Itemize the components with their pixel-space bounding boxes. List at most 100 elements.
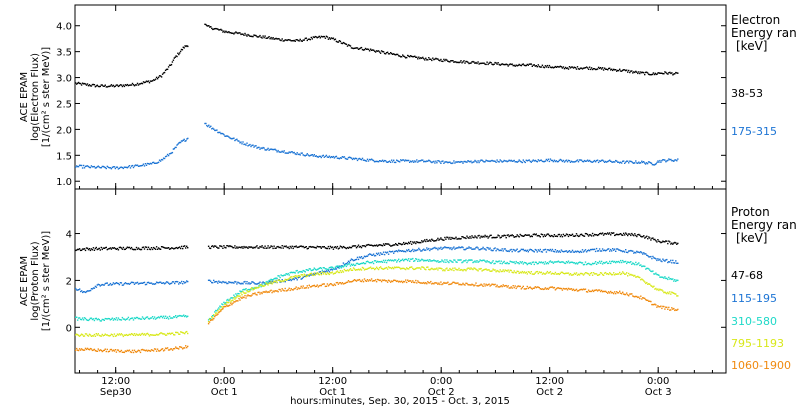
proton-data-point bbox=[131, 248, 134, 250]
proton-data-point bbox=[317, 286, 319, 288]
proton-data-point bbox=[559, 235, 562, 238]
proton-data-point bbox=[412, 248, 414, 251]
electron-data-point bbox=[433, 58, 435, 61]
electron-data-point bbox=[385, 161, 388, 163]
proton-data-point bbox=[538, 261, 540, 263]
electron-data-point bbox=[77, 81, 80, 84]
proton-data-point bbox=[609, 272, 611, 274]
proton-data-point bbox=[447, 281, 449, 283]
proton-data-point bbox=[438, 261, 440, 263]
electron-data-point bbox=[367, 160, 370, 162]
proton-data-point bbox=[458, 259, 460, 261]
proton-data-point bbox=[482, 235, 484, 238]
proton-data-point bbox=[227, 282, 229, 285]
electron-data-point bbox=[465, 60, 467, 63]
electron-data-point bbox=[428, 159, 430, 161]
proton-data-point bbox=[337, 248, 340, 250]
proton-data-point bbox=[237, 295, 239, 297]
proton-data-point bbox=[288, 277, 290, 280]
proton-data-point bbox=[318, 246, 320, 248]
proton-data-point bbox=[334, 246, 337, 248]
proton-data-point bbox=[666, 258, 668, 261]
proton-data-point bbox=[159, 315, 162, 318]
proton-data-point bbox=[136, 248, 139, 250]
electron-data-point bbox=[589, 160, 592, 163]
proton-data-point bbox=[432, 247, 434, 250]
proton-data-point bbox=[383, 244, 386, 246]
proton-data-point bbox=[251, 294, 253, 296]
proton-data-point bbox=[162, 315, 165, 317]
proton-data-point bbox=[437, 283, 439, 285]
electron-data-point bbox=[559, 65, 562, 67]
proton-data-point bbox=[437, 237, 439, 240]
proton-data-point bbox=[647, 238, 649, 240]
electron-data-point bbox=[636, 162, 638, 164]
proton-data-point bbox=[521, 235, 523, 237]
proton-data-point bbox=[353, 245, 356, 247]
proton-data-point bbox=[85, 348, 88, 351]
electron-data-point bbox=[86, 83, 89, 85]
electron-data-point bbox=[607, 160, 609, 163]
electron-data-point bbox=[667, 73, 669, 75]
proton-legend: Proton Energy ran [keV] 47-68 115-195 31… bbox=[731, 205, 797, 372]
proton-data-point bbox=[577, 250, 580, 253]
electron-data-point bbox=[364, 160, 367, 162]
proton-data-point bbox=[165, 247, 168, 249]
proton-data-point bbox=[180, 346, 182, 348]
proton-data-point bbox=[310, 269, 312, 272]
proton-data-point bbox=[526, 263, 528, 266]
proton-data-point bbox=[591, 232, 594, 235]
proton-data-point bbox=[348, 246, 351, 248]
proton-data-point bbox=[671, 291, 673, 293]
electron-data-point bbox=[558, 66, 561, 68]
proton-data-point bbox=[374, 268, 377, 270]
xtick-date-label: Oct 2 bbox=[536, 387, 563, 398]
proton-data-point bbox=[352, 263, 355, 265]
proton-data-point bbox=[364, 245, 367, 248]
electron-data-point bbox=[583, 159, 586, 162]
electron-data-point bbox=[677, 158, 679, 160]
proton-data-point bbox=[544, 261, 547, 263]
proton-data-point bbox=[120, 247, 123, 249]
proton-data-point bbox=[500, 260, 502, 262]
electron-data-point bbox=[468, 160, 470, 163]
proton-data-point bbox=[179, 314, 181, 317]
proton-data-point bbox=[576, 250, 579, 252]
proton-data-point bbox=[462, 282, 464, 285]
electron-data-point bbox=[147, 80, 150, 82]
proton-data-point bbox=[274, 247, 276, 249]
electron-data-point bbox=[208, 25, 210, 27]
proton-data-point bbox=[120, 319, 123, 321]
proton-data-point bbox=[669, 261, 671, 263]
proton-data-point bbox=[352, 259, 355, 262]
electron-ytick-label: 3.0 bbox=[56, 74, 72, 85]
electron-data-point bbox=[124, 84, 127, 86]
proton-data-point bbox=[216, 314, 218, 316]
electron-data-point bbox=[165, 155, 168, 157]
proton-data-point bbox=[275, 280, 277, 282]
proton-data-point bbox=[415, 279, 417, 282]
proton-data-point bbox=[436, 239, 438, 241]
electron-data-point bbox=[463, 160, 465, 163]
electron-data-point bbox=[453, 61, 455, 63]
proton-data-point bbox=[180, 282, 182, 284]
electron-data-point bbox=[638, 71, 640, 73]
electron-data-point bbox=[230, 137, 232, 140]
proton-data-point bbox=[248, 288, 250, 291]
electron-data-point bbox=[578, 159, 581, 161]
proton-data-point bbox=[334, 268, 337, 270]
proton-data-point bbox=[613, 232, 615, 234]
proton-data-point bbox=[296, 279, 298, 281]
electron-data-point bbox=[261, 147, 263, 150]
proton-data-point bbox=[463, 237, 465, 239]
proton-data-point bbox=[388, 259, 391, 262]
proton-data-point bbox=[642, 279, 644, 281]
proton-data-point bbox=[536, 263, 538, 265]
proton-data-point bbox=[443, 246, 445, 249]
electron-data-point bbox=[227, 135, 229, 137]
electron-data-point bbox=[354, 157, 357, 159]
proton-data-point bbox=[504, 262, 506, 264]
proton-data-point bbox=[108, 318, 111, 320]
electron-data-point bbox=[494, 61, 496, 64]
proton-data-point bbox=[531, 261, 533, 264]
